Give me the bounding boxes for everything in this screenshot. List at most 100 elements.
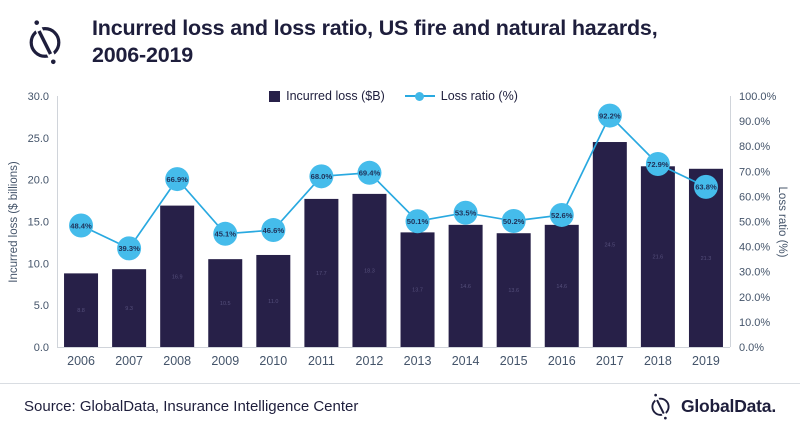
right-axis-tick: 60.0% [739,191,770,203]
left-axis-tick: 25.0 [28,133,49,145]
bar-2009 [208,259,243,347]
bar-2012 [352,193,387,347]
loss-ratio-marker-2015 [501,208,526,233]
x-axis-label-2014: 2014 [452,354,480,368]
loss-ratio-line [80,114,707,250]
bar-swatch-icon [269,90,281,102]
x-axis-label-2018: 2018 [644,354,672,368]
right-axis-tick: 70.0% [739,166,770,178]
loss-ratio-marker-2012 [357,160,382,185]
brand-name: GlobalData. [680,395,776,416]
x-axis-label-2017: 2017 [596,354,624,368]
bar-value-label-2009: 10.5 [220,301,231,307]
left-axis-tick: 0.0 [34,342,49,354]
loss-ratio-label-2007: 39.3% [118,244,140,253]
globaldata-logo: GlobalData. [647,393,776,420]
loss-ratio-marker-2016 [549,202,574,227]
loss-ratio-label-2017: 92.2% [599,111,621,120]
bar-value-label-2018: 21.6 [653,255,664,261]
loss-ratio-marker-2018 [645,152,670,177]
right-axis-tick: 40.0% [739,242,770,254]
bar-value-label-2014: 14.6 [460,284,471,290]
bar-value-label-2015: 13.6 [508,288,519,294]
loss-ratio-marker-2017 [597,103,622,128]
loss-ratio-label-2012: 69.4% [359,169,381,178]
source-note: Source: GlobalData, Insurance Intelligen… [24,397,359,415]
right-axis-tick: 0.0% [739,342,764,354]
left-axis-tick: 20.0 [28,175,49,187]
title-line-1: Incurred loss and loss ratio, US fire an… [92,16,658,40]
bar-value-label-2019: 21.3 [701,256,712,262]
loss-ratio-marker-2007 [117,236,142,261]
bar-2007 [112,269,147,347]
bar-value-label-2010: 11.0 [268,299,278,305]
right-axis-tick: 90.0% [739,116,770,128]
legend-label-loss-ratio: Loss ratio (%) [440,89,518,103]
loss-ratio-marker-2010 [261,218,286,243]
loss-ratio-marker-2019 [693,174,718,199]
bar-2013 [400,232,435,347]
bar-value-label-2006: 8.8 [77,308,85,314]
loss-ratio-marker-2006 [69,213,94,238]
loss-ratio-label-2014: 53.5% [455,209,477,218]
bar-value-label-2012: 18.3 [364,268,375,274]
x-axis-label-2012: 2012 [356,354,384,368]
loss-ratio-label-2013: 50.1% [407,217,429,226]
bar-2011 [304,198,339,347]
loss-ratio-label-2015: 50.2% [503,217,525,226]
right-axis-tick: 20.0% [739,292,770,304]
left-axis-tick: 15.0 [28,217,49,229]
x-axis-label-2019: 2019 [692,354,720,368]
bar-value-label-2013: 13.7 [412,288,423,294]
loss-ratio-marker-2014 [453,200,478,225]
right-axis-tick: 100.0% [739,91,777,103]
bar-2015 [496,233,531,347]
loss-ratio-marker-2008 [165,167,190,192]
globaldata-icon [29,20,61,65]
bar-2016 [544,224,579,347]
x-axis-label-2006: 2006 [67,354,95,368]
footer: Source: GlobalData, Insurance Intelligen… [0,383,800,428]
line-marker-swatch-icon [404,91,435,102]
right-axis-tick: 10.0% [739,317,770,329]
bar-2018 [640,166,675,347]
title-line-2: 2006-2019 [92,43,194,67]
right-axis-tick: 80.0% [739,141,770,153]
loss-ratio-label-2010: 46.6% [263,226,285,235]
legend-item-incurred-loss: Incurred loss ($B) [269,89,385,103]
loss-ratio-label-2008: 66.9% [166,175,188,184]
x-axis-label-2007: 2007 [115,354,143,368]
x-axis-label-2011: 2011 [308,354,335,368]
left-axis-tick: 5.0 [34,300,49,312]
bar-value-label-2016: 14.6 [556,284,567,290]
bar-2014 [448,224,483,347]
x-axis-label-2008: 2008 [163,354,191,368]
loss-ratio-marker-2011 [309,164,334,189]
legend-label-incurred-loss: Incurred loss ($B) [286,89,385,103]
loss-ratio-label-2011: 68.0% [311,172,333,181]
x-axis-label-2016: 2016 [548,354,576,368]
bar-2017 [592,142,627,347]
bar-2010 [256,254,291,347]
legend-item-loss-ratio: Loss ratio (%) [404,89,518,103]
loss-ratio-label-2009: 45.1% [214,230,236,239]
right-axis-tick: 50.0% [739,217,770,229]
x-axis-label-2015: 2015 [500,354,528,368]
page-title: Incurred loss and loss ratio, US fire an… [92,15,772,69]
right-axis-tick: 30.0% [739,267,770,279]
bar-value-label-2011: 17.7 [316,271,327,277]
x-axis-label-2009: 2009 [211,354,239,368]
loss-ratio-marker-2013 [405,209,430,234]
loss-ratio-label-2018: 72.9% [647,160,669,169]
left-axis-tick: 30.0 [28,91,49,103]
globaldata-icon [651,393,670,419]
legend: Incurred loss ($B) Loss ratio (%) [57,89,730,103]
bar-value-label-2008: 16.9 [172,274,183,280]
loss-ratio-marker-2009 [213,221,238,246]
loss-ratio-label-2006: 48.4% [70,221,92,230]
left-axis-tick: 10.0 [28,258,49,270]
bar-2006 [64,273,99,347]
loss-ratio-label-2019: 63.8% [695,183,717,192]
